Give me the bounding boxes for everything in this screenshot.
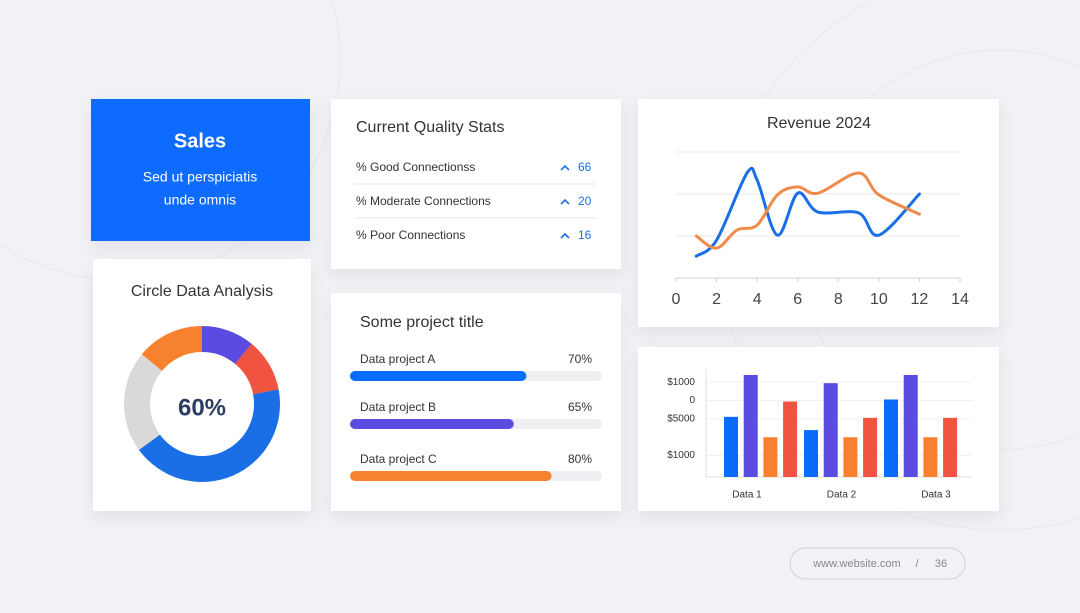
project-label: Data project B [360,400,436,414]
quality-label: % Poor Connections [356,228,465,242]
donut-title: Circle Data Analysis [131,283,273,300]
donut-segment [202,326,252,364]
footer-page: 36 [935,558,947,570]
donut-center-label: 60% [178,394,226,421]
donut-segment [138,389,280,483]
bar-card [638,347,999,511]
sales-title: Sales [174,130,226,152]
footer-pill [789,547,966,580]
quality-value: 20 [578,194,592,208]
bar [743,375,758,477]
x-tick-label: Data 1 [732,490,762,501]
quality-value: 66 [578,160,592,174]
x-tick-label: 2 [712,291,721,308]
y-tick-label: $5000 [667,414,695,425]
bar [943,417,958,477]
bar [843,437,858,477]
line-series [694,171,921,250]
sales-text: unde omnis [164,192,236,208]
x-tick-label: 12 [911,291,929,308]
sales-text: Sed ut perspiciatis [143,169,257,185]
project-value-label: 80% [568,452,592,466]
progress-bar [350,419,514,429]
footer-separator: / [915,558,919,570]
y-tick-label: $1000 [667,377,695,388]
x-tick-label: 0 [672,291,681,308]
progress-bar [350,371,527,381]
quality-value: 16 [578,228,592,242]
quality-label: % Moderate Connections [356,194,491,208]
project-value-label: 70% [568,352,592,366]
x-tick-label: 6 [793,291,802,308]
footer-website: www.website.com [812,558,900,570]
bar [724,416,738,477]
bar [884,399,898,477]
bar [763,437,778,477]
chevron-icon [560,164,570,171]
x-tick-label: Data 2 [827,490,857,501]
donut-segment [141,326,202,371]
chevron-icon [560,232,570,239]
x-tick-label: 4 [753,291,762,308]
x-tick-label: 14 [951,291,969,308]
project-label: Data project A [360,352,435,366]
bar [923,437,938,477]
quality-title: Current Quality Stats [356,119,505,136]
quality-label: % Good Connectionss [356,160,475,174]
bar [903,375,918,477]
bar [783,401,798,477]
project-value-label: 65% [568,400,592,414]
y-tick-label: $1000 [667,450,695,461]
x-tick-label: 10 [870,291,888,308]
bar [823,383,838,477]
bar [804,430,818,477]
y-tick-label: 0 [689,395,695,406]
line-series [694,166,921,258]
donut-segment [235,343,279,395]
x-tick-label: 8 [834,291,843,308]
sales-card [91,99,310,241]
x-tick-label: Data 3 [921,490,951,501]
progress-bar [350,471,552,481]
chevron-icon [560,198,570,205]
bar [863,417,878,477]
project-label: Data project C [360,452,437,466]
line-title: Revenue 2024 [767,115,871,132]
donut-segment [124,354,162,450]
project-title: Some project title [360,314,484,331]
